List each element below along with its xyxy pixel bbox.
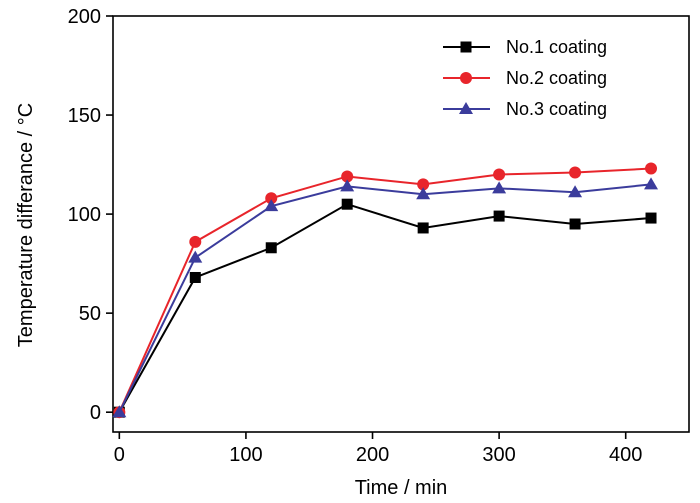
data-point xyxy=(341,198,353,210)
legend-item-2: No.2 coating xyxy=(443,68,607,88)
series-line xyxy=(118,167,652,413)
series-lines xyxy=(112,162,659,419)
series-3 xyxy=(112,177,659,418)
data-point xyxy=(417,178,430,191)
legend-marker xyxy=(459,102,473,114)
data-point xyxy=(189,235,202,248)
series-line xyxy=(118,203,652,413)
data-point xyxy=(265,242,277,254)
data-point xyxy=(492,181,507,194)
data-point xyxy=(645,162,658,175)
legend-marker xyxy=(460,72,472,84)
x-tick-label: 300 xyxy=(482,444,515,466)
series-1 xyxy=(113,198,657,418)
plot-frame xyxy=(112,15,690,433)
series-line xyxy=(118,183,652,413)
y-tick-label: 50 xyxy=(79,303,101,325)
y-tick-label: 0 xyxy=(90,402,101,424)
x-axis-title: Time / min xyxy=(355,477,448,499)
data-point xyxy=(493,210,505,222)
data-point xyxy=(340,179,355,192)
legend: No.1 coating No.2 coating No.3 coating xyxy=(443,37,607,119)
data-point xyxy=(265,192,278,205)
data-point xyxy=(569,218,581,230)
x-tick-label: 400 xyxy=(609,444,642,466)
legend-item-3: No.3 coating xyxy=(443,99,607,119)
legend-marker xyxy=(460,41,472,53)
legend-item-1: No.1 coating xyxy=(443,37,607,57)
data-point xyxy=(112,405,127,418)
axes: 0 50 100 150 200 0 100 200 300 400 xyxy=(68,6,690,466)
y-axis-title: Temperature differance / °C xyxy=(15,103,37,347)
x-tick-label: 0 xyxy=(114,444,125,466)
y-tick-label: 200 xyxy=(68,6,101,28)
data-point xyxy=(416,187,431,200)
data-point xyxy=(644,177,659,190)
data-point xyxy=(569,166,582,179)
y-tick-label: 150 xyxy=(68,105,101,127)
data-point xyxy=(341,170,354,183)
y-tick-label: 100 xyxy=(68,204,101,226)
x-tick-label: 200 xyxy=(356,444,389,466)
data-point xyxy=(568,185,583,198)
data-point xyxy=(189,271,201,283)
data-point xyxy=(264,199,279,212)
legend-label: No.3 coating xyxy=(506,99,607,119)
x-tick-label: 100 xyxy=(229,444,262,466)
data-point xyxy=(645,212,657,224)
legend-label: No.2 coating xyxy=(506,68,607,88)
data-point xyxy=(417,222,429,234)
series-2 xyxy=(113,162,658,419)
data-point xyxy=(493,168,506,181)
legend-label: No.1 coating xyxy=(506,37,607,57)
data-point xyxy=(188,250,203,263)
